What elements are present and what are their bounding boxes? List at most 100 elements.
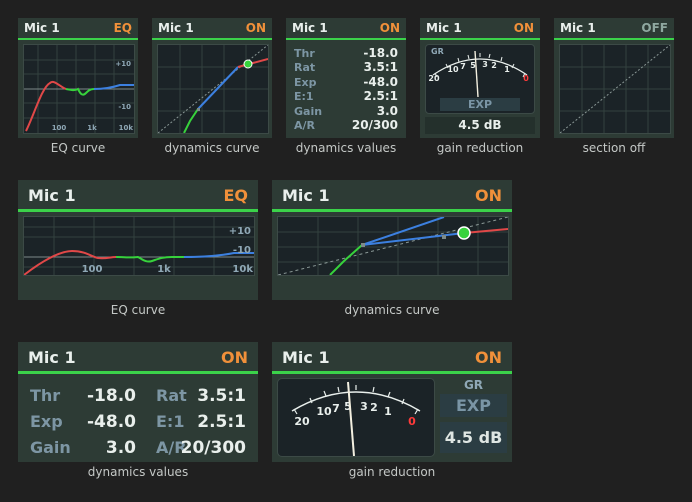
gain-status-badge[interactable]: ON — [475, 347, 502, 367]
gain-label: Gain — [294, 104, 323, 118]
eq-axis-label: +10 — [115, 60, 131, 68]
threshold-label: Thr — [30, 386, 61, 405]
channel-title: Mic 1 — [292, 21, 328, 35]
panel-caption: gain reduction — [436, 141, 524, 155]
eq-axis-label: 10k — [232, 264, 253, 275]
channel-title: Mic 1 — [282, 185, 330, 205]
panel-caption: dynamics curve — [164, 141, 260, 155]
ratio-value[interactable]: 3.5:1 — [197, 386, 246, 406]
channel-title: Mic 1 — [28, 347, 76, 367]
eq-axis-label: -10 — [233, 245, 251, 256]
threshold-handle[interactable] — [243, 59, 253, 69]
eq-status-badge[interactable]: EQ — [113, 21, 132, 35]
dynamics-values-panel-small[interactable]: Mic 1 ON Thr -18.0 Rat 3.5:1 Exp -48.0 E:1 2… — [286, 18, 406, 138]
gr-scale-label: 5 — [470, 61, 476, 70]
eq-axis-label: 10k — [119, 124, 134, 132]
gr-scale-label: 2 — [370, 401, 378, 414]
panel-caption: dynamics curve — [344, 303, 440, 317]
dynamics-status-badge[interactable]: ON — [245, 21, 266, 35]
ratio-value[interactable]: 3.5:1 — [363, 60, 398, 75]
gr-scale-label: 5 — [344, 400, 352, 413]
gr-readout: 4.5 dB — [440, 422, 507, 453]
threshold-label: Thr — [294, 47, 315, 60]
expander-ratio-value[interactable]: 2.5:1 — [363, 89, 398, 104]
gr-scale-label: 0 — [408, 415, 416, 428]
gr-scale-label: 1 — [504, 65, 510, 74]
attack-release-label: A/R — [156, 438, 187, 457]
gr-scale-label: 2 — [491, 61, 497, 70]
threshold-value[interactable]: -18.0 — [363, 46, 398, 60]
section-off-panel[interactable]: Mic 1 OFF — [554, 18, 674, 138]
section-off-display — [560, 45, 670, 133]
values-status-badge[interactable]: ON — [221, 347, 248, 367]
attack-release-value[interactable]: 20/300 — [180, 438, 246, 458]
gain-value[interactable]: 3.0 — [105, 438, 136, 458]
dynamics-curve-display[interactable] — [158, 45, 268, 133]
attack-release-label: A/R — [294, 119, 316, 133]
gr-label: GR — [463, 378, 484, 392]
gr-scale-label: 20 — [294, 415, 310, 428]
ratio-label: Rat — [294, 61, 316, 75]
eq-axis-label: +10 — [229, 226, 251, 237]
gain-reduction-panel-large[interactable]: Mic 1 ON 20 10 7 5 3 2 1 0 GR EXP 4.5 dB — [272, 342, 512, 462]
eq-panel-large[interactable]: Mic 1 EQ +10 -10 100 1k 10k — [18, 180, 258, 300]
eq-curve-display[interactable]: +10 -10 100 1k 10k — [24, 45, 134, 133]
panel-caption: dynamics values — [295, 141, 397, 155]
eq-axis-label: 100 — [82, 264, 103, 275]
gr-scale-label: 20 — [428, 74, 440, 83]
expander-threshold-label: Exp — [294, 75, 317, 89]
threshold-value[interactable]: -18.0 — [87, 386, 136, 406]
dynamics-status-badge[interactable]: ON — [475, 185, 502, 205]
gain-status-badge[interactable]: ON — [513, 21, 534, 35]
eq-panel-small[interactable]: Mic 1 EQ +10 -10 100 1k 10k — [18, 18, 138, 138]
eq-status-badge[interactable]: EQ — [223, 185, 248, 205]
dynamics-values-list: Thr -18.0 Rat 3.5:1 Exp -48.0 E:1 2.5:1 Gain… — [30, 385, 246, 459]
threshold-handle[interactable] — [457, 226, 471, 240]
ratio-label: Rat — [156, 386, 187, 405]
eq-curve-display[interactable]: +10 -10 100 1k 10k — [24, 217, 254, 275]
channel-title: Mic 1 — [426, 21, 462, 35]
channel-title: Mic 1 — [28, 185, 76, 205]
dynamics-curve-display[interactable] — [278, 217, 508, 275]
dynamics-values-panel-large[interactable]: Mic 1 ON Thr -18.0 Rat 3.5:1 Exp -48.0 E:1 2… — [18, 342, 258, 462]
gr-readout: 4.5 dB — [425, 117, 535, 134]
dynamics-panel-large[interactable]: Mic 1 ON — [272, 180, 512, 300]
exp-indicator: EXP — [440, 394, 507, 417]
channel-title: Mic 1 — [560, 21, 596, 35]
panel-caption: section off — [582, 141, 646, 155]
values-status-badge[interactable]: ON — [379, 21, 400, 35]
expander-ratio-label: E:1 — [156, 412, 185, 431]
attack-release-value[interactable]: 20/300 — [351, 118, 398, 133]
gr-meter: GR 20 10 7 5 3 2 1 0 EXP — [428, 47, 529, 111]
expander-ratio-value[interactable]: 2.5:1 — [197, 412, 246, 432]
section-off-status-badge[interactable]: OFF — [641, 21, 668, 35]
exp-indicator: EXP — [468, 98, 492, 111]
gain-label: Gain — [30, 438, 71, 457]
eq-axis-label: -10 — [118, 103, 131, 111]
expander-threshold-label: Exp — [30, 412, 63, 431]
gr-scale-label: 0 — [523, 74, 529, 83]
gr-scale-label: 3 — [360, 400, 368, 413]
expander-threshold-value[interactable]: -48.0 — [87, 412, 136, 432]
dynamics-values-list: Thr -18.0 Rat 3.5:1 Exp -48.0 E:1 2.5:1 Gain… — [294, 46, 398, 133]
gain-reduction-panel-small[interactable]: Mic 1 ON GR 20 10 7 5 3 2 1 0 EXP 4.5 dB — [420, 18, 540, 138]
gr-scale-label: 10 — [316, 405, 332, 418]
gain-value[interactable]: 3.0 — [376, 103, 398, 118]
panel-caption: dynamics values — [87, 465, 189, 479]
panel-caption: gain reduction — [348, 465, 436, 479]
eq-axis-label: 1k — [157, 264, 171, 275]
expander-ratio-label: E:1 — [294, 90, 314, 104]
channel-title: Mic 1 — [24, 21, 60, 35]
channel-title: Mic 1 — [282, 347, 330, 367]
gr-scale-label: 3 — [482, 60, 488, 69]
expander-threshold-value[interactable]: -48.0 — [363, 74, 398, 89]
gr-meter: 20 10 7 5 3 2 1 0 — [291, 381, 421, 456]
gr-needle — [347, 381, 355, 456]
dynamics-panel-small[interactable]: Mic 1 ON — [152, 18, 272, 138]
gr-label: GR — [431, 47, 444, 56]
gr-scale-label: 7 — [460, 62, 466, 71]
panel-caption: EQ curve — [50, 141, 106, 155]
channel-title: Mic 1 — [158, 21, 194, 35]
panel-caption: EQ curve — [110, 303, 166, 317]
gr-scale-label: 1 — [384, 405, 392, 418]
